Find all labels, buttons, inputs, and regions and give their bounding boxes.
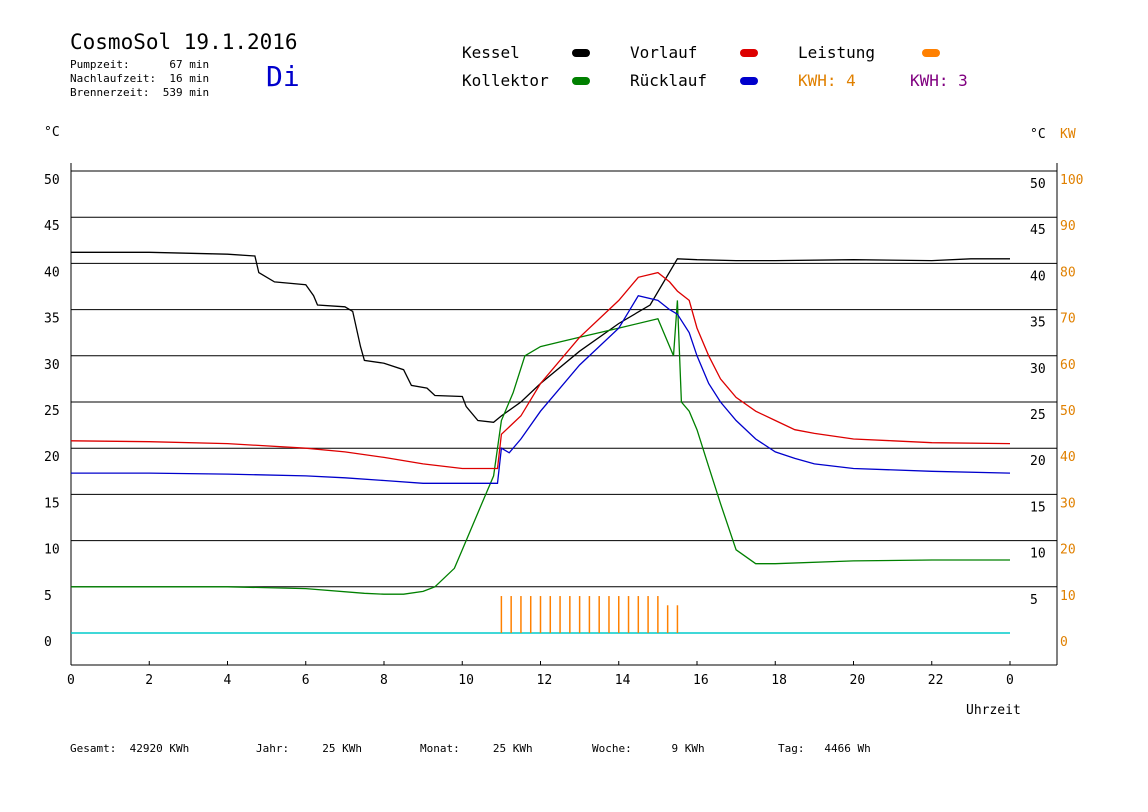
y-tick-label-right: 30 [1030, 362, 1046, 377]
y-tick-label-left: 35 [44, 312, 60, 327]
x-tick-label: 12 [537, 673, 553, 688]
y-tick-label-left: 40 [44, 265, 60, 280]
kw-tick-label: 50 [1060, 404, 1076, 419]
x-tick-label: 0 [67, 673, 75, 688]
x-tick-label: 0 [1006, 673, 1014, 688]
legend-vorlauf-label: Vorlauf [630, 43, 698, 62]
kw-tick-label: 30 [1060, 496, 1076, 511]
kw-tick-label: 20 [1060, 543, 1076, 558]
y-tick-label-left: 0 [44, 635, 52, 650]
legend-kessel-swatch [572, 49, 590, 57]
pumpzeit-label: Pumpzeit: 67 min [70, 58, 210, 71]
y-tick-label-right: 20 [1030, 454, 1046, 469]
y-axis-label-left: °C [44, 125, 60, 140]
series-line-vorlauf [70, 271, 1011, 470]
y-tick-label-right: 50 [1030, 177, 1046, 192]
series-line-kessel [71, 251, 1010, 423]
x-tick-label: 18 [771, 673, 787, 688]
legend-ruecklauf-swatch [740, 77, 758, 85]
legend-leistung-swatch [922, 49, 940, 57]
x-tick-label: 8 [380, 673, 388, 688]
y-tick-label-left: 50 [44, 173, 60, 188]
y-tick-label-left: 30 [44, 358, 60, 373]
x-tick-label: 6 [302, 673, 310, 688]
y-tick-label-right: 5 [1030, 593, 1038, 608]
kw-tick-label: 90 [1060, 219, 1076, 234]
legend-leistung-label: Leistung [798, 43, 876, 62]
x-tick-label: 2 [145, 673, 153, 688]
y-tick-label-right: 45 [1030, 223, 1046, 238]
y-tick-label-right: 40 [1030, 269, 1046, 284]
kw-tick-label: 10 [1060, 589, 1076, 604]
footer-woche: Woche: 9 KWh [592, 742, 705, 755]
footer-monat: Monat: 25 KWh [420, 742, 533, 755]
x-tick-label: 22 [928, 673, 944, 688]
x-tick-label: 10 [458, 673, 474, 688]
series-lines [70, 251, 1011, 633]
grid-lines [71, 170, 1057, 588]
y-tick-label-left: 5 [44, 589, 52, 604]
series-line-kollektor [71, 300, 1010, 595]
series-line-ruecklauf [71, 294, 1011, 484]
kw-tick-label: 100 [1060, 173, 1083, 188]
legend-vorlauf-swatch [740, 49, 758, 57]
y-tick-label-left: 45 [44, 219, 60, 234]
legend-kwh-orange: KWH: 4 [798, 71, 856, 90]
footer-tag: Tag: 4466 Wh [778, 742, 871, 755]
y-tick-label-left: 15 [44, 496, 60, 511]
y-tick-label-right: 35 [1030, 316, 1046, 331]
kw-tick-label: 60 [1060, 358, 1076, 373]
kw-tick-label: 80 [1060, 265, 1076, 280]
axes: 0510152025303540455051015202530354045500… [44, 163, 1083, 688]
x-tick-label: 20 [850, 673, 866, 688]
weekday-label: Di [266, 60, 300, 93]
legend-kessel-label: Kessel [462, 43, 520, 62]
footer-jahr: Jahr: 25 KWh [256, 742, 362, 755]
kw-tick-label: 70 [1060, 312, 1076, 327]
y-tick-label-right: 25 [1030, 408, 1046, 423]
x-tick-label: 16 [693, 673, 709, 688]
kw-axis-label: KW [1060, 127, 1076, 142]
y-axis-label-right: °C [1030, 127, 1046, 142]
y-tick-label-left: 25 [44, 404, 60, 419]
y-tick-label-right: 15 [1030, 500, 1046, 515]
y-tick-label-left: 10 [44, 543, 60, 558]
legend-kwh-purple: KWH: 3 [910, 71, 968, 90]
kw-tick-label: 0 [1060, 635, 1068, 650]
chart-title: CosmoSol 19.1.2016 [70, 30, 298, 54]
legend-kollektor-label: Kollektor [462, 71, 549, 90]
footer-gesamt: Gesamt: 42920 KWh [70, 742, 190, 755]
legend-ruecklauf-label: Rücklauf [630, 71, 708, 90]
x-axis-label: Uhrzeit [966, 703, 1021, 718]
kw-tick-label: 40 [1060, 450, 1076, 465]
nachlaufzeit-label: Nachlaufzeit: 16 min [70, 72, 210, 85]
y-tick-label-right: 10 [1030, 547, 1046, 562]
y-tick-label-left: 20 [44, 450, 60, 465]
x-tick-label: 4 [224, 673, 232, 688]
legend-kollektor-swatch [572, 77, 590, 85]
x-tick-label: 14 [615, 673, 631, 688]
brennerzeit-label: Brennerzeit: 539 min [70, 86, 210, 99]
